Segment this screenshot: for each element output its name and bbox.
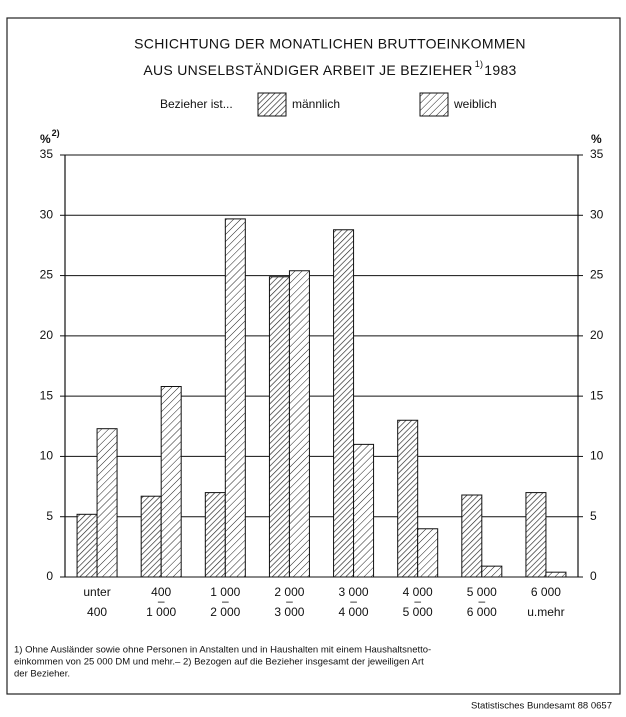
footnote: 1) Ohne Ausländer sowie ohne Personen in… [14, 645, 431, 656]
legend-swatch [257, 92, 287, 117]
x-tick-label: 4 000 [403, 585, 433, 599]
bar [397, 419, 419, 578]
title-year: 1983 [484, 62, 516, 78]
y2-tick-label: 10 [590, 449, 604, 463]
y-axis-label-superscript: 2) [52, 128, 60, 138]
bar [333, 229, 355, 578]
x-tick-label: 4 000 [339, 605, 369, 619]
bar [481, 565, 503, 578]
y2-tick-label: 25 [590, 268, 604, 282]
x-tick-label: 5 000 [403, 605, 433, 619]
x-tick-label: 2 000 [210, 605, 240, 619]
y-tick-label: 30 [40, 207, 54, 221]
y-axis-label: %2) [40, 128, 60, 146]
y-tick-label: 35 [40, 147, 54, 161]
x-tick-label: – [414, 594, 421, 608]
y2-tick-label: 5 [590, 509, 597, 523]
legend-label: weiblich [453, 97, 497, 111]
x-tick-label: – [478, 594, 485, 608]
bar [525, 492, 547, 578]
y-axis-label: % [40, 132, 51, 146]
y-tick-label: 25 [40, 268, 54, 282]
bar [96, 428, 118, 578]
bar [204, 492, 226, 578]
x-tick-label: – [158, 594, 165, 608]
x-tick-label: 1 000 [146, 605, 176, 619]
bar [224, 218, 246, 578]
footnote: einkommen von 25 000 DM und mehr.– 2) Be… [14, 657, 424, 668]
x-tick-label: unter [83, 585, 110, 599]
x-tick-label: 400 [151, 585, 171, 599]
bar [288, 270, 310, 578]
y2-axis-label: % [591, 132, 602, 146]
bar [461, 494, 483, 578]
y2-tick-label: 0 [590, 569, 597, 583]
legend-label: männlich [292, 97, 340, 111]
x-tick-label: 1 000 [210, 585, 240, 599]
legend-swatch [419, 92, 449, 117]
y-tick-label: 10 [40, 449, 54, 463]
frame [6, 17, 621, 695]
x-tick-label: – [350, 594, 357, 608]
bar [417, 528, 439, 578]
bar [140, 495, 162, 578]
x-tick-label: 3 000 [274, 605, 304, 619]
x-tick-label: 6 000 [531, 585, 561, 599]
bar [160, 385, 182, 578]
legend-title: Bezieher ist... [160, 97, 233, 111]
bar [76, 513, 98, 578]
x-tick-label: 2 000 [274, 585, 304, 599]
y-tick-label: 0 [46, 569, 53, 583]
x-tick-label: – [286, 594, 293, 608]
source: Statistisches Bundesamt 88 0657 [471, 701, 612, 712]
chart-title: AUS UNSELBSTÄNDIGER ARBEIT JE BEZIEHER [143, 62, 472, 78]
title-superscript: 1) [475, 59, 484, 69]
y-tick-label: 20 [40, 328, 54, 342]
x-tick-label: – [222, 594, 229, 608]
chart-title: SCHICHTUNG DER MONATLICHEN BRUTTOEINKOMM… [134, 36, 526, 52]
bar [545, 571, 567, 578]
x-tick-label: u.mehr [527, 605, 564, 619]
y-tick-label: 5 [46, 509, 53, 523]
chart-title: AUS UNSELBSTÄNDIGER ARBEIT JE BEZIEHER 1)… [143, 59, 516, 77]
y2-tick-label: 35 [590, 147, 604, 161]
x-tick-label: 400 [87, 605, 107, 619]
y2-tick-label: 20 [590, 328, 604, 342]
y2-tick-label: 30 [590, 207, 604, 221]
footnote: der Bezieher. [14, 669, 70, 680]
bar [353, 443, 375, 578]
x-tick-label: 5 000 [467, 585, 497, 599]
x-tick-label: 3 000 [339, 585, 369, 599]
bar [268, 276, 290, 578]
y-tick-label: 15 [40, 388, 54, 402]
x-tick-label: 6 000 [467, 605, 497, 619]
y2-tick-label: 15 [590, 388, 604, 402]
